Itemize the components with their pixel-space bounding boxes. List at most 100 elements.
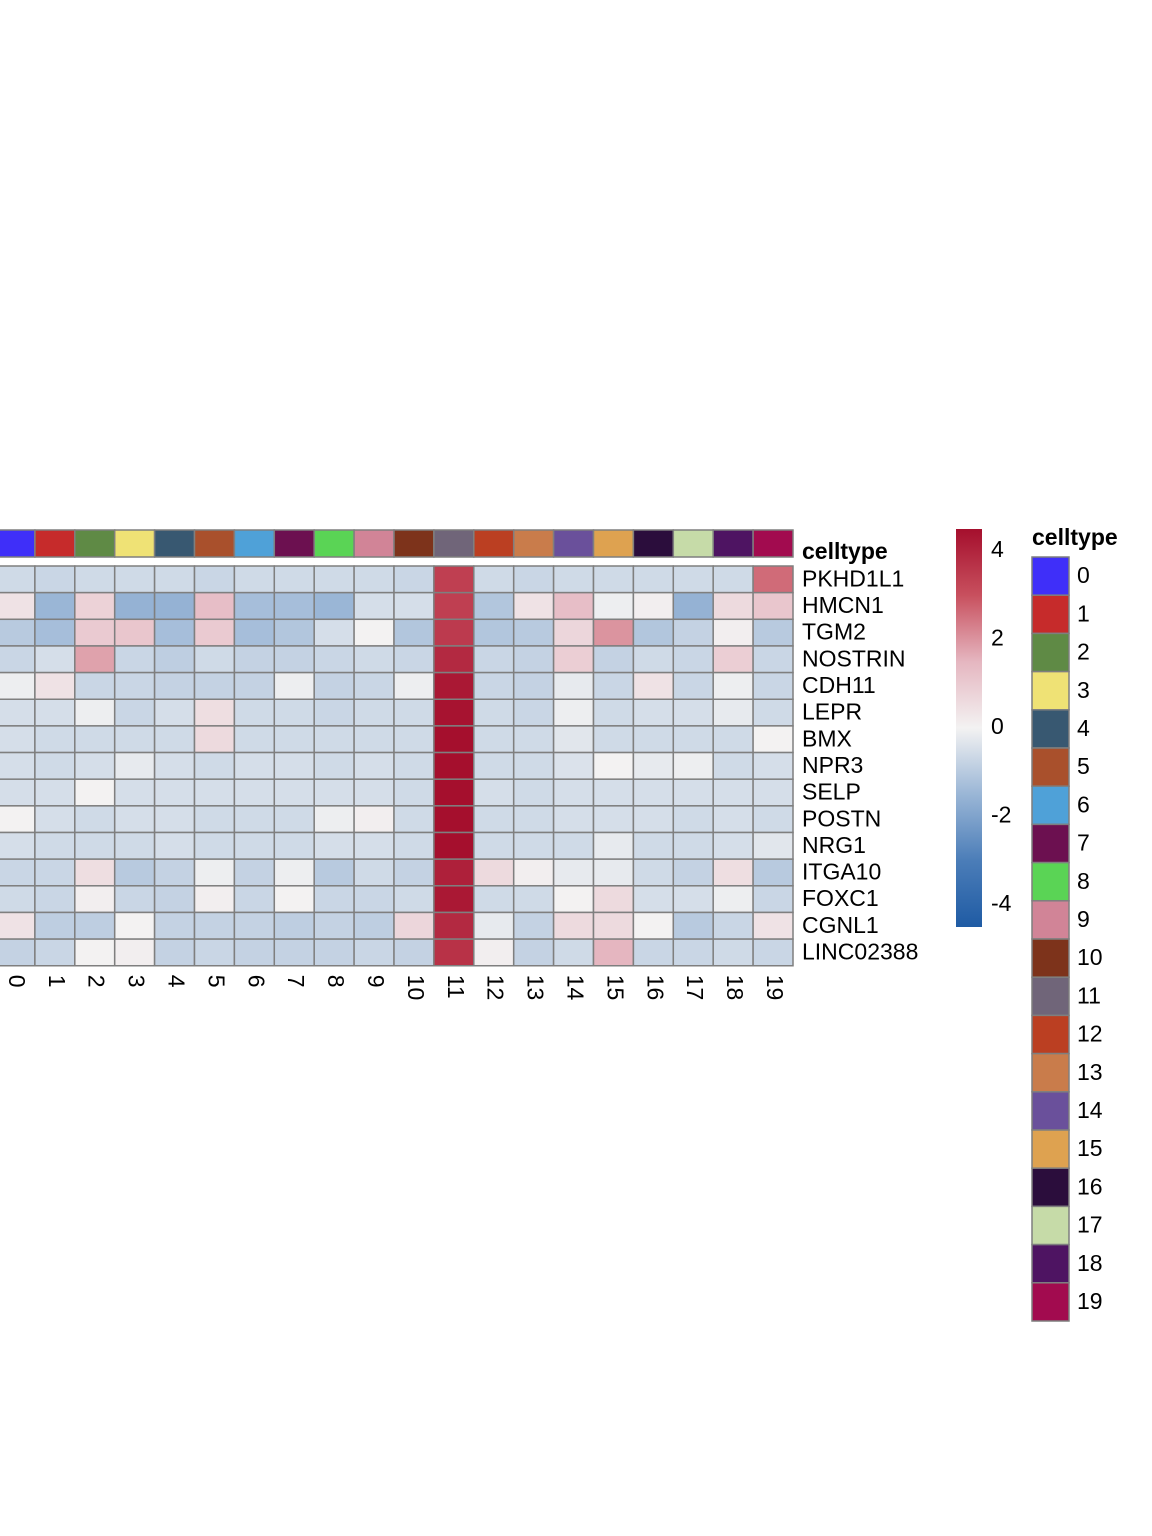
heatmap-cell <box>113 671 156 700</box>
heatmap-cell <box>672 645 714 674</box>
heatmap-cell <box>712 778 754 807</box>
heatmap-cell <box>233 938 276 967</box>
heatmap-cell <box>273 911 315 940</box>
heatmap-cell <box>592 725 635 754</box>
legend-swatch-17 <box>1031 1205 1070 1246</box>
legend-label: 5 <box>1077 753 1090 779</box>
legend-label: 0 <box>1077 562 1090 588</box>
heatmap-cell <box>313 911 355 940</box>
heatmap-cell <box>0 618 36 647</box>
heatmap-cell <box>473 885 515 914</box>
heatmap-cell <box>233 618 276 647</box>
heatmap-cell <box>473 938 515 967</box>
heatmap-cell <box>353 671 395 700</box>
column-label: 3 <box>124 975 150 988</box>
heatmap-cell <box>512 591 555 621</box>
row-label: NRG1 <box>802 832 866 858</box>
column-label: 1 <box>44 975 70 988</box>
legend-label: 19 <box>1077 1288 1103 1314</box>
heatmap-cell <box>712 805 754 834</box>
heatmap-cell <box>233 751 276 780</box>
heatmap-cell <box>74 725 116 754</box>
color-scale-tick-label: 4 <box>991 536 1004 562</box>
heatmap-cell <box>313 938 355 967</box>
heatmap-cell <box>552 885 595 914</box>
heatmap-cell <box>512 911 555 940</box>
heatmap-cell <box>113 885 156 914</box>
heatmap-cell <box>153 645 196 674</box>
heatmap-cell <box>0 911 36 940</box>
heatmap-cell <box>313 565 355 594</box>
heatmap-cell <box>672 885 714 914</box>
heatmap-cell <box>0 671 36 700</box>
legend-label: 16 <box>1077 1173 1103 1199</box>
heatmap-cell <box>353 831 395 860</box>
heatmap-cell <box>193 671 236 700</box>
heatmap-cell <box>113 805 156 834</box>
legend-swatch-5 <box>1031 747 1070 787</box>
heatmap-cell <box>74 938 116 967</box>
annotation-cell-8 <box>313 529 355 558</box>
legend-label: 7 <box>1077 830 1090 856</box>
heatmap-cell <box>74 565 116 594</box>
heatmap-cell <box>752 911 794 940</box>
annotation-cell-7 <box>273 529 315 558</box>
color-scale-tick-label: 0 <box>991 713 1004 739</box>
heatmap-cell <box>273 591 315 621</box>
annotation-cell-2 <box>74 529 116 558</box>
heatmap-cell <box>193 778 236 807</box>
heatmap-cell <box>313 858 355 887</box>
heatmap-cell <box>433 698 475 727</box>
heatmap-cell <box>592 778 635 807</box>
heatmap-cell <box>552 938 595 967</box>
heatmap-cell <box>113 938 156 967</box>
heatmap-cell <box>712 645 754 674</box>
annotation-cell-0 <box>0 529 36 558</box>
heatmap-cell <box>273 778 315 807</box>
heatmap-cell <box>393 778 435 807</box>
column-label: 15 <box>602 975 628 1001</box>
legend-label: 1 <box>1077 600 1090 626</box>
heatmap-cell <box>672 911 714 940</box>
heatmap-cell <box>0 698 36 727</box>
heatmap-cell <box>752 671 794 700</box>
column-label: 10 <box>403 975 429 1001</box>
heatmap-cell <box>552 911 595 940</box>
heatmap-cell <box>672 751 714 780</box>
legend-label: 15 <box>1077 1135 1103 1161</box>
heatmap-cell <box>672 805 714 834</box>
heatmap-cell <box>153 911 196 940</box>
legend-swatch-18 <box>1031 1243 1070 1284</box>
heatmap-cell <box>712 885 754 914</box>
heatmap-cell <box>672 618 714 647</box>
heatmap-cell <box>233 671 276 700</box>
heatmap-cell <box>393 831 435 860</box>
heatmap-cell <box>752 938 794 967</box>
heatmap-cell <box>193 725 236 754</box>
heatmap-cell <box>273 831 315 860</box>
annotation-cell-15 <box>592 529 635 558</box>
legend-label: 6 <box>1077 791 1090 817</box>
heatmap-cell <box>433 858 475 887</box>
heatmap-cell <box>313 805 355 834</box>
heatmap-cell <box>113 831 156 860</box>
heatmap-cell <box>672 938 714 967</box>
heatmap-cell <box>592 831 635 860</box>
celltype-annotation-row <box>0 529 794 558</box>
column-label: 2 <box>84 975 110 988</box>
celltype-legend-title: celltype <box>1032 524 1118 550</box>
heatmap-cell <box>393 885 435 914</box>
heatmap-cell <box>473 751 515 780</box>
heatmap-cell <box>233 831 276 860</box>
legend-label: 9 <box>1077 906 1090 932</box>
heatmap-cell <box>74 751 116 780</box>
heatmap-cell <box>712 911 754 940</box>
heatmap-cell <box>193 885 236 914</box>
heatmap-cell <box>193 805 236 834</box>
heatmap-cell <box>433 831 475 860</box>
heatmap-cell <box>0 725 36 754</box>
heatmap-cell <box>393 911 435 940</box>
heatmap-cell <box>433 591 475 621</box>
